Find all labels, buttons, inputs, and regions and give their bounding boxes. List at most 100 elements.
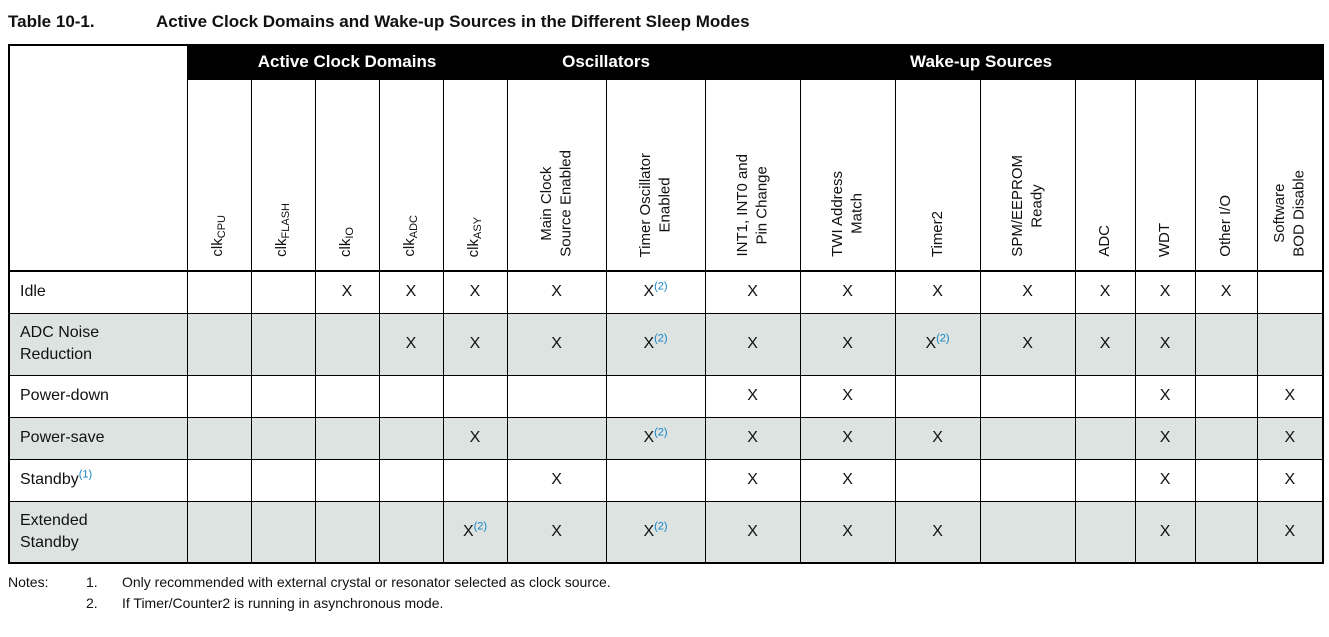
table-number: Table 10-1. <box>8 12 95 31</box>
table-cell-clk-flash <box>250 270 316 314</box>
note-text: Only recommended with external crystal o… <box>122 574 611 590</box>
group-header-wake-up-sources: Wake-up Sources <box>704 44 1258 80</box>
table-cell-timer2: X <box>894 270 981 314</box>
table-cell-timer-oscillator-enabled: X(2) <box>605 500 706 564</box>
table-corner-cell <box>8 44 188 272</box>
table-cell-wdt: X <box>1134 500 1196 564</box>
sleep-modes-table-body: Idle X X X X X(2) X X X X X X X ADC Noise Reduction X X X… <box>8 270 1324 564</box>
table-cell-software-bod-disable: X <box>1256 500 1324 564</box>
note-item-1: 1. Only recommended with external crystal… <box>86 574 611 590</box>
footnote-reference: (2) <box>654 520 668 533</box>
table-cell-clk-cpu <box>186 374 252 418</box>
table-cell-timer2 <box>894 374 981 418</box>
table-row: Standby(1) X X X X X <box>8 458 1324 502</box>
table-cell-main-clock-source-enabled <box>506 374 607 418</box>
table-cell-main-clock-source-enabled: X <box>506 500 607 564</box>
table-cell-wdt: X <box>1134 416 1196 460</box>
group-header-active-clock-domains: Active Clock Domains <box>186 44 508 80</box>
column-header-label: SPM/EEPROM Ready <box>1009 155 1046 257</box>
table-cell-adc <box>1074 458 1136 502</box>
table-cell-wdt: X <box>1134 312 1196 376</box>
table-cell-clk-flash <box>250 374 316 418</box>
column-header-label: INT1, INT0 and Pin Change <box>734 154 771 257</box>
table-cell-other-io: X <box>1194 270 1258 314</box>
table-cell-other-io <box>1194 374 1258 418</box>
table-cell-clk-cpu <box>186 416 252 460</box>
column-header-label: Other I/O <box>1217 195 1235 257</box>
footnote-reference: (2) <box>654 280 668 293</box>
table-cell-timer-oscillator-enabled: X(2) <box>605 416 706 460</box>
column-header-label: clkFLASH <box>273 203 293 257</box>
table-cell-clk-adc <box>378 458 444 502</box>
table-cell-clk-adc: X <box>378 270 444 314</box>
table-row: Power-down X X X X <box>8 374 1324 418</box>
table-cell-twi-address-match: X <box>799 270 896 314</box>
column-header-twi-address-match: TWI Address Match <box>799 78 896 272</box>
table-cell-clk-adc <box>378 500 444 564</box>
column-header-software-bod-disable: Software BOD Disable <box>1256 78 1324 272</box>
table-cell-other-io <box>1194 416 1258 460</box>
table-cell-main-clock-source-enabled: X <box>506 270 607 314</box>
column-header-clk-adc: clkADC <box>378 78 444 272</box>
column-header-wdt: WDT <box>1134 78 1196 272</box>
table-cell-clk-io <box>314 500 380 564</box>
table-cell-spm-eeprom-ready <box>979 458 1076 502</box>
column-header-other-io: Other I/O <box>1194 78 1258 272</box>
table-cell-software-bod-disable: X <box>1256 374 1324 418</box>
column-header-label: Main Clock Source Enabled <box>538 150 575 257</box>
table-cell-timer2: X <box>894 500 981 564</box>
table-cell-clk-asy: X(2) <box>442 500 508 564</box>
table-cell-adc <box>1074 416 1136 460</box>
note-text: If Timer/Counter2 is running in asynchro… <box>122 595 444 611</box>
table-cell-timer-oscillator-enabled: X(2) <box>605 312 706 376</box>
table-cell-clk-asy: X <box>442 270 508 314</box>
table-cell-main-clock-source-enabled: X <box>506 312 607 376</box>
column-header-label: clkIO <box>337 227 357 257</box>
column-header-label: Software BOD Disable <box>1271 170 1308 257</box>
table-cell-clk-asy <box>442 458 508 502</box>
table-cell-clk-flash <box>250 458 316 502</box>
footnote-reference: (2) <box>654 332 668 345</box>
table-cell-timer2: X <box>894 416 981 460</box>
column-header-row: clkCPU clkFLASH clkIO clkADC clkASY Main Cloc… <box>9 78 1324 272</box>
notes-list: 1. Only recommended with external crystal… <box>86 574 611 616</box>
column-header-label: TWI Address Match <box>829 171 866 257</box>
table-cell-wdt: X <box>1134 458 1196 502</box>
table-cell-wdt: X <box>1134 270 1196 314</box>
table-title: Table 10-1. Active Clock Domains and Wake… <box>8 12 1323 32</box>
column-header-timer-oscillator-enabled: Timer Oscillator Enabled <box>605 78 706 272</box>
table-cell-clk-adc: X <box>378 312 444 376</box>
table-cell-int1-int0-and-pin-change: X <box>704 500 801 564</box>
table-row: ADC Noise Reduction X X X X(2) X X X(2) X X X <box>8 312 1324 376</box>
table-cell-other-io <box>1194 500 1258 564</box>
column-header-label: ADC <box>1096 225 1114 257</box>
footnote-reference: (2) <box>936 332 950 345</box>
row-label: Power-save <box>8 416 188 460</box>
table-cell-software-bod-disable <box>1256 312 1324 376</box>
table-cell-timer2: X(2) <box>894 312 981 376</box>
table-cell-clk-flash <box>250 500 316 564</box>
column-header-main-clock-source-enabled: Main Clock Source Enabled <box>506 78 607 272</box>
table-cell-clk-asy <box>442 374 508 418</box>
footnote-reference: (2) <box>473 520 488 533</box>
column-header-spm-eeprom-ready: SPM/EEPROM Ready <box>979 78 1076 272</box>
table-cell-twi-address-match: X <box>799 312 896 376</box>
table-cell-clk-cpu <box>186 458 252 502</box>
table-cell-timer2 <box>894 458 981 502</box>
table-cell-timer-oscillator-enabled <box>605 458 706 502</box>
table-cell-spm-eeprom-ready <box>979 500 1076 564</box>
notes-label: Notes: <box>8 574 49 590</box>
table-cell-other-io <box>1194 312 1258 376</box>
column-header-timer2: Timer2 <box>894 78 981 272</box>
row-label: Standby(1) <box>8 458 188 502</box>
table-cell-clk-io <box>314 374 380 418</box>
table-caption: Active Clock Domains and Wake-up Sources… <box>156 12 750 31</box>
table-cell-timer-oscillator-enabled <box>605 374 706 418</box>
table-cell-clk-flash <box>250 312 316 376</box>
column-header-clk-asy: clkASY <box>442 78 508 272</box>
table-cell-adc: X <box>1074 312 1136 376</box>
table-row: Extended Standby X(2) X X(2) X X X X X <box>8 500 1324 564</box>
table-cell-main-clock-source-enabled <box>506 416 607 460</box>
column-header-adc: ADC <box>1074 78 1136 272</box>
footnote-reference: (1) <box>78 468 93 481</box>
